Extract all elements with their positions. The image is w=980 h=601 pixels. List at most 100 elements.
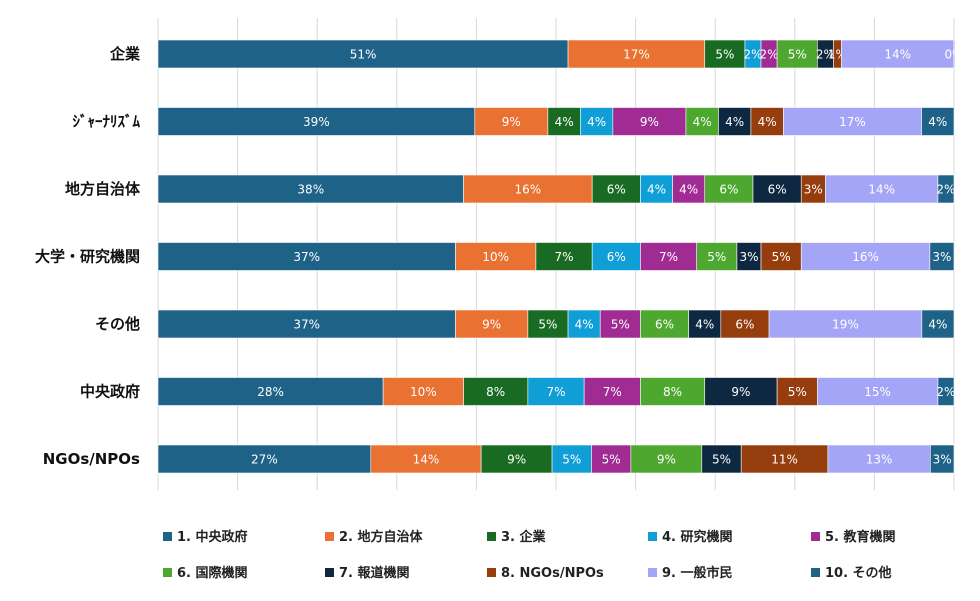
- legend-label: 5. 教育機関: [825, 529, 896, 545]
- data-label: 4%: [575, 318, 594, 332]
- data-label: 15%: [864, 385, 891, 399]
- bar-segment: [776, 39, 818, 69]
- data-label: 9%: [482, 318, 501, 332]
- category-label: その他: [95, 315, 140, 333]
- bar-segment: [783, 107, 922, 136]
- data-label: 2%: [936, 385, 955, 399]
- bar-segment: [704, 377, 778, 406]
- data-label: 8%: [663, 385, 682, 399]
- legend-swatch: [648, 532, 657, 541]
- legend-swatch: [648, 568, 657, 577]
- data-label: 2%: [816, 48, 835, 62]
- category-label: 企業: [109, 45, 141, 63]
- legend-label: 6. 国際機関: [177, 565, 248, 581]
- data-label: 7%: [555, 250, 574, 264]
- bar-segment: [157, 242, 456, 271]
- data-label: 5%: [562, 453, 581, 467]
- data-label: 17%: [839, 115, 866, 129]
- data-label: 14%: [884, 48, 911, 62]
- data-label: 4%: [725, 115, 744, 129]
- bar-segment: [455, 242, 537, 271]
- data-label: 14%: [413, 453, 440, 467]
- data-label: 38%: [297, 183, 324, 197]
- data-label: 6%: [607, 250, 626, 264]
- legend-swatch: [487, 532, 496, 541]
- bar-segment: [370, 444, 482, 474]
- legend-label: 9. 一般市民: [662, 565, 733, 581]
- data-label: 6%: [735, 318, 754, 332]
- legend-swatch: [325, 532, 334, 541]
- bar-segment: [535, 242, 593, 271]
- bar-segment: [640, 174, 673, 204]
- data-label: 7%: [659, 250, 678, 264]
- data-label: 17%: [623, 48, 650, 62]
- legend-label: 8. NGOs/NPOs: [501, 566, 604, 581]
- bar-segment: [672, 174, 706, 204]
- bar-segment: [640, 242, 698, 271]
- data-label: 4%: [758, 115, 777, 129]
- data-label: 3%: [739, 250, 758, 264]
- data-label: 6%: [655, 318, 674, 332]
- data-label: 16%: [515, 183, 542, 197]
- bar-segment: [640, 377, 706, 406]
- data-label: 28%: [257, 385, 284, 399]
- bar-segment: [480, 444, 553, 474]
- data-label: 9%: [731, 385, 750, 399]
- legend-label: 7. 報道機関: [339, 565, 410, 581]
- bar-segment: [776, 377, 818, 406]
- bar-segment: [474, 107, 549, 136]
- data-label: 5%: [772, 250, 791, 264]
- bar-segment: [736, 242, 762, 271]
- data-label: 8%: [486, 385, 505, 399]
- data-label: 6%: [719, 183, 738, 197]
- bar-segment: [157, 377, 384, 406]
- data-label: 4%: [928, 318, 947, 332]
- bar-segment: [696, 242, 738, 271]
- bar-segment: [527, 377, 585, 406]
- bar-segment: [640, 309, 689, 339]
- data-label: 51%: [350, 48, 377, 62]
- data-label: 39%: [303, 115, 330, 129]
- data-label: 10%: [410, 385, 437, 399]
- bar-segment: [930, 444, 955, 474]
- category-label: NGOs/NPOs: [43, 450, 140, 468]
- data-label: 5%: [712, 453, 731, 467]
- bar-segment: [929, 242, 955, 271]
- category-label: 地方自治体: [65, 180, 141, 198]
- data-label: 7%: [546, 385, 565, 399]
- bars: 51% 17% 5% 2%2% 5% 2%1% 14% 0%39% 9% 4% 4% 9% 4% 4% 4%…: [157, 39, 964, 474]
- legend-swatch: [811, 532, 820, 541]
- bar-segment: [580, 107, 614, 136]
- category-label: 中央政府: [80, 383, 140, 401]
- data-label: 4%: [555, 115, 574, 129]
- data-label: 4%: [647, 183, 666, 197]
- data-label: 6%: [607, 183, 626, 197]
- bar-segment: [612, 107, 687, 136]
- data-label: 27%: [251, 453, 278, 467]
- bar-segment: [591, 242, 641, 271]
- data-label: 6%: [768, 183, 787, 197]
- data-label: 2%: [743, 48, 762, 62]
- bar-segment: [157, 107, 476, 136]
- data-label: 3%: [933, 453, 952, 467]
- bar-segment: [827, 444, 931, 474]
- data-label: 19%: [832, 318, 859, 332]
- bar-segment: [921, 107, 955, 136]
- data-label: 4%: [587, 115, 606, 129]
- bar-segment: [937, 377, 955, 406]
- bar-segment: [800, 174, 826, 204]
- bar-segment: [817, 377, 939, 406]
- data-label: 5%: [788, 48, 807, 62]
- legend-swatch: [487, 568, 496, 577]
- bar-segment: [720, 309, 770, 339]
- bar-segment: [921, 309, 955, 339]
- category-label: ｼﾞｬｰﾅﾘｽﾞﾑ: [72, 113, 140, 131]
- bar-segment: [718, 107, 752, 136]
- data-label: 16%: [852, 250, 879, 264]
- data-label: 7%: [603, 385, 622, 399]
- data-label: 13%: [866, 453, 893, 467]
- bar-segment: [382, 377, 464, 406]
